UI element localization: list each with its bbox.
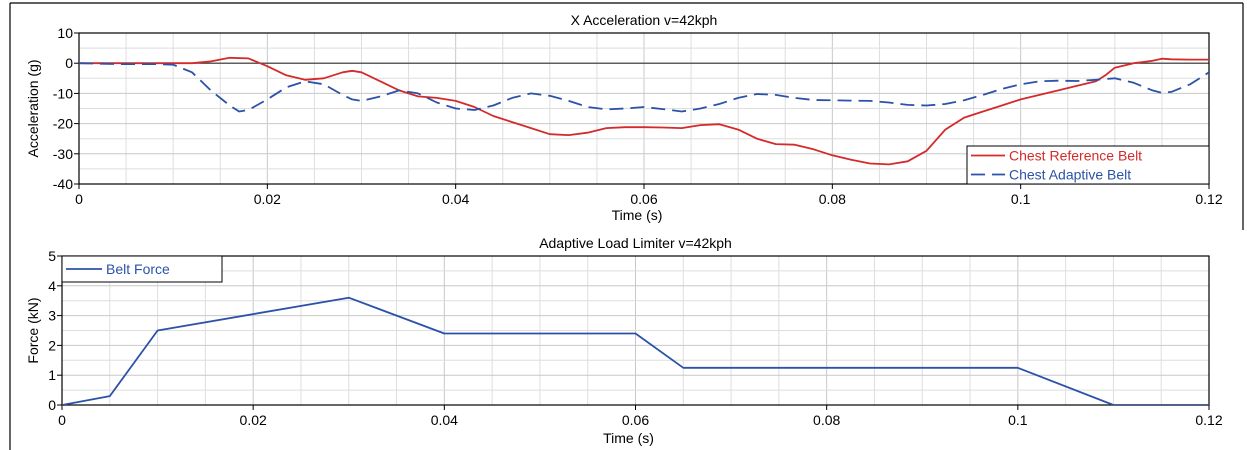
x-tick-label: 0.1 — [1008, 412, 1028, 428]
legend-box — [966, 145, 1210, 185]
y-tick-label: 0 — [48, 397, 56, 413]
series-line-1 — [79, 62, 1209, 113]
y-axis-label: Force (kN) — [25, 297, 41, 363]
chart-title: X Acceleration v=42kph — [571, 12, 718, 28]
y-tick-label: 10 — [57, 25, 73, 41]
x-tick-label: 0.08 — [819, 191, 846, 207]
y-tick-label: 3 — [48, 308, 56, 324]
x-tick-label: 0.12 — [1195, 412, 1222, 428]
x-tick-label: 0.02 — [254, 191, 281, 207]
x-tick-label: 0.06 — [622, 412, 649, 428]
x-tick-label: 0.04 — [442, 191, 469, 207]
legend: Chest Reference Belt Chest Adaptive Belt — [966, 145, 1210, 185]
series-line-0 — [62, 296, 1209, 405]
acceleration-chart: 0 0.02 0.04 0.06 0.08 0.1 0.12 -40 -30 -20 -10 0 10 X… — [25, 12, 1223, 223]
y-tick-label: -30 — [53, 146, 73, 162]
y-tick-label: -40 — [53, 176, 73, 192]
x-tick-label: 0 — [75, 191, 83, 207]
y-axis-label: Acceleration (g) — [25, 59, 41, 157]
x-tick-label: 0.1 — [1011, 191, 1031, 207]
y-tick-label: 2 — [48, 337, 56, 353]
y-tick-label: -10 — [53, 85, 73, 101]
legend-label-1: Chest Adaptive Belt — [1009, 167, 1131, 183]
y-tick-label: 1 — [48, 367, 56, 383]
legend: Belt Force — [61, 255, 223, 283]
legend-label-0: Belt Force — [106, 261, 170, 277]
legend-label-0: Chest Reference Belt — [1009, 148, 1142, 164]
x-tick-label: 0.12 — [1195, 191, 1222, 207]
x-tick-label: 0.08 — [813, 412, 840, 428]
y-tick-label: 0 — [65, 55, 73, 71]
x-tick-label: 0.02 — [240, 412, 267, 428]
grid — [61, 256, 1209, 406]
x-tick-label: 0.04 — [431, 412, 458, 428]
x-tick-label: 0.06 — [630, 191, 657, 207]
x-tick-label: 0 — [58, 412, 66, 428]
y-tick-label: 4 — [48, 278, 56, 294]
y-tick-label: 5 — [48, 248, 56, 264]
chart-title: Adaptive Load Limiter v=42kph — [539, 235, 732, 251]
y-tick-label: -20 — [53, 116, 73, 132]
series-line-0 — [79, 56, 1209, 166]
load-limiter-chart: 0 0.02 0.04 0.06 0.08 0.1 0.12 0 1 2 3 4 5 Adaptive L… — [25, 235, 1223, 446]
x-axis-label: Time (s) — [612, 207, 663, 223]
x-axis-label: Time (s) — [603, 430, 654, 446]
